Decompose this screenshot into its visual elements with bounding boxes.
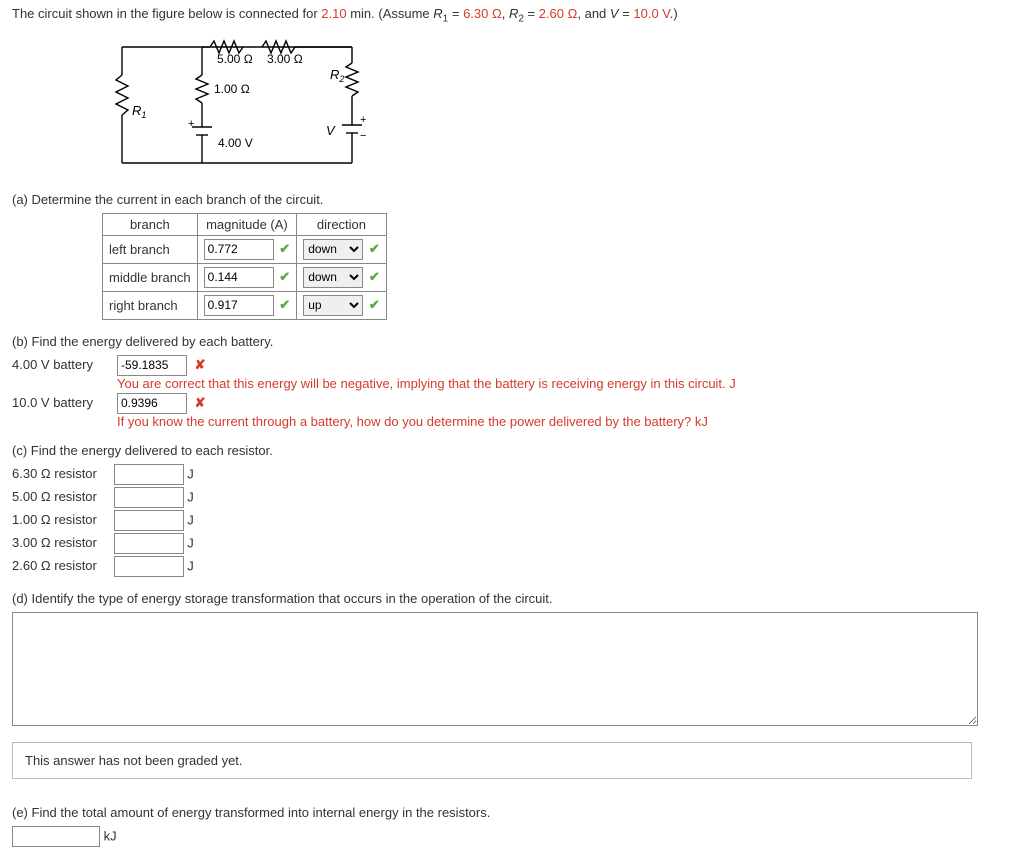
resistor-input-630[interactable] [114,464,184,485]
table-row: left branch ✔ down ✔ [103,235,387,263]
battery-10v-input[interactable] [117,393,187,414]
label-r1: R1 [132,103,146,120]
resistor-label: 6.30 Ω resistor [12,466,110,481]
plus-4v: + [188,118,194,130]
col-branch: branch [103,213,198,235]
magnitude-input-left[interactable] [204,239,274,260]
table-row: middle branch ✔ down ✔ [103,263,387,291]
part-d-heading: (d) Identify the type of energy storage … [12,591,1012,606]
graded-notice: This answer has not been graded yet. [12,742,972,779]
battery-10v-label: 10.0 V battery [12,395,117,410]
col-magnitude: magnitude (A) [197,213,297,235]
direction-select-right[interactable]: up [303,295,363,316]
unit-j: J [187,512,194,527]
magnitude-input-right[interactable] [204,295,274,316]
battery-10v-feedback: If you know the current through a batter… [117,414,708,429]
resistor-input-500[interactable] [114,487,184,508]
label-5ohm: 5.00 Ω [217,52,253,66]
label-4v: 4.00 V [218,136,253,150]
label-r2: R2 [330,67,344,84]
current-table: branch magnitude (A) direction left bran… [102,213,387,320]
circuit-diagram: 5.00 Ω 3.00 Ω 1.00 Ω R1 R2 4.00 V V + + … [102,35,1012,178]
unit-j: J [187,466,194,481]
unit-kj: kJ [104,828,117,843]
label-v: V [326,123,336,138]
direction-select-middle[interactable]: down [303,267,363,288]
part-c-heading: (c) Find the energy delivered to each re… [12,443,1012,458]
minus-v: − [360,130,366,142]
label-3ohm: 3.00 Ω [267,52,303,66]
resistor-label: 3.00 Ω resistor [12,535,110,550]
essay-input[interactable] [12,612,978,726]
battery-4v-label: 4.00 V battery [12,357,117,372]
resistor-input-300[interactable] [114,533,184,554]
plus-v: + [360,114,366,126]
table-row: right branch ✔ up ✔ [103,291,387,319]
check-icon: ✔ [369,269,380,285]
resistor-label: 1.00 Ω resistor [12,512,110,527]
total-energy-input[interactable] [12,826,100,847]
question-prompt: The circuit shown in the figure below is… [12,6,1012,25]
part-e-heading: (e) Find the total amount of energy tran… [12,805,1012,820]
part-a-heading: (a) Determine the current in each branch… [12,192,1012,207]
check-icon: ✔ [279,241,290,257]
check-icon: ✔ [369,241,380,257]
branch-label: middle branch [103,263,198,291]
x-icon: ✘ [195,357,206,373]
time-value: 2.10 [321,6,346,21]
check-icon: ✔ [279,269,290,285]
resistor-input-100[interactable] [114,510,184,531]
prompt-text: The circuit shown in the figure below is… [12,6,321,21]
branch-label: left branch [103,235,198,263]
part-b-heading: (b) Find the energy delivered by each ba… [12,334,1012,349]
unit-j: J [187,558,194,573]
check-icon: ✔ [369,297,380,313]
resistor-label: 2.60 Ω resistor [12,558,110,573]
battery-4v-input[interactable] [117,355,187,376]
resistor-label: 5.00 Ω resistor [12,489,110,504]
label-1ohm: 1.00 Ω [214,82,250,96]
battery-4v-feedback: You are correct that this energy will be… [117,376,736,391]
unit-j: J [187,489,194,504]
branch-label: right branch [103,291,198,319]
check-icon: ✔ [279,297,290,313]
magnitude-input-middle[interactable] [204,267,274,288]
unit-j: J [187,535,194,550]
resistor-input-260[interactable] [114,556,184,577]
x-icon: ✘ [195,395,206,411]
col-direction: direction [297,213,387,235]
direction-select-left[interactable]: down [303,239,363,260]
